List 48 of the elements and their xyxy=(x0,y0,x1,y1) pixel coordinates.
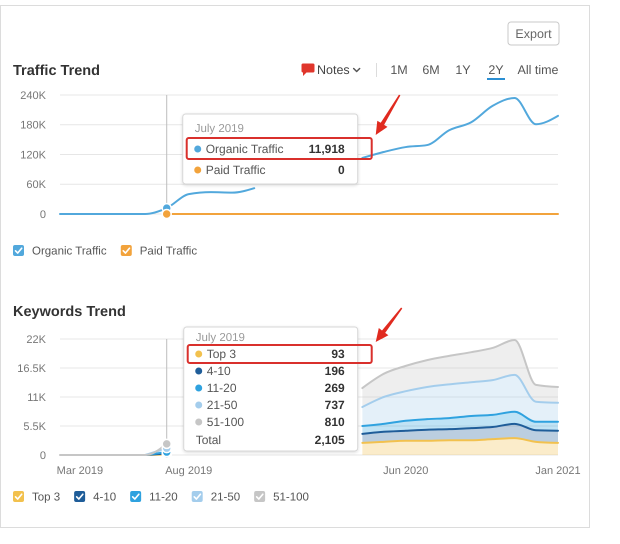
y-tick-label: 0 xyxy=(40,208,46,221)
text: 6M xyxy=(422,63,440,77)
legend-label: Top 3 xyxy=(206,347,236,361)
text: Paid Traffic xyxy=(206,163,266,177)
legend-label: 11-20 xyxy=(206,381,237,395)
text: Export xyxy=(515,27,552,41)
ref-line-label: July 2019 xyxy=(194,123,244,135)
legend-label: 4-10 xyxy=(93,492,116,504)
y-tick-label: 240K xyxy=(20,90,47,102)
legend-label: 21-50 xyxy=(206,398,238,412)
annotation: 11,918 xyxy=(308,142,346,156)
y-tick-label: 22K xyxy=(26,334,47,346)
y-tick-label: 11K xyxy=(27,392,47,404)
legend-label: Organic Traffic xyxy=(206,142,284,156)
text: 21-50 xyxy=(210,492,240,504)
y-tick-label: 120K xyxy=(20,149,47,162)
ref-line-label: July 2019 xyxy=(196,332,245,344)
y-tick-label: 5.5K xyxy=(23,420,47,433)
text: Top 3 xyxy=(32,492,60,504)
x-tick-label: Jan 2021 xyxy=(535,465,581,477)
annotation: 737 xyxy=(324,398,346,412)
legend-label: 51-100 xyxy=(206,415,244,429)
text: 1Y xyxy=(455,63,472,77)
chart-title: Traffic Trend xyxy=(13,63,100,79)
x-tick-label: Aug 2019 xyxy=(165,465,212,477)
x-tick-label: Jun 2020 xyxy=(383,465,428,477)
annotation: 2,105 xyxy=(314,433,346,447)
y-tick-label: 180K xyxy=(20,120,47,132)
annotation: 93 xyxy=(331,347,346,361)
annotation: 269 xyxy=(324,381,346,395)
chart-title: Keywords Trend xyxy=(13,304,126,320)
text: 51-100 xyxy=(273,492,309,504)
text: 4-10 xyxy=(206,364,231,378)
x-tick-label: Mar 2019 xyxy=(56,465,104,477)
text: 1M xyxy=(390,63,408,77)
text: Notes xyxy=(317,63,350,77)
text: All time xyxy=(518,63,559,77)
annotation: 0 xyxy=(338,163,346,177)
annotation: 810 xyxy=(324,415,346,429)
y-tick-label: 16.5K xyxy=(17,362,47,375)
y-tick-label: 0 xyxy=(40,450,46,462)
annotation: Total xyxy=(196,433,222,447)
annotation: 196 xyxy=(324,364,346,378)
text: 2Y xyxy=(488,63,504,77)
text: Organic Traffic xyxy=(32,246,107,258)
legend-label: Paid Traffic xyxy=(140,246,198,258)
text: 11-20 xyxy=(149,492,178,504)
y-tick-label: 60K xyxy=(26,179,47,192)
